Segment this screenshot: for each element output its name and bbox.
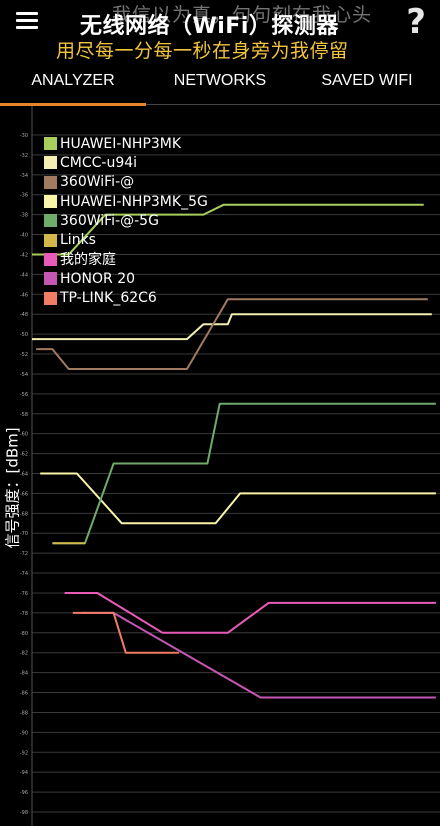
y-tick-label: -34 xyxy=(20,173,28,179)
legend-swatch xyxy=(44,156,57,170)
legend-item: CMCC-u94i xyxy=(44,153,264,172)
legend-item: HONOR 20 xyxy=(44,269,264,288)
legend-swatch xyxy=(44,175,57,189)
y-tick-label: -62 xyxy=(20,452,28,458)
y-tick-label: -58 xyxy=(20,412,28,418)
app-title: 无线网络（WiFi）探测器 xyxy=(80,14,339,39)
legend-label: 我的家庭 xyxy=(60,252,116,269)
series-line-7 xyxy=(81,611,436,699)
y-tick-label: -94 xyxy=(20,770,28,776)
y-tick-label: -84 xyxy=(20,671,28,677)
chart-legend: HUAWEI-NHP3MK CMCC-u94i 360WiFi-@ HUAWEI-NH… xyxy=(44,134,264,308)
tab-divider xyxy=(146,104,440,105)
legend-swatch xyxy=(44,195,57,209)
y-tick-label: -44 xyxy=(20,272,28,278)
y-tick-label: -46 xyxy=(20,292,28,298)
y-tick-label: -76 xyxy=(20,591,28,597)
y-tick-label: -64 xyxy=(20,472,28,478)
legend-label: 360WiFi-@-5G xyxy=(60,212,159,229)
legend-item: 我的家庭 xyxy=(44,250,264,269)
y-tick-label: -88 xyxy=(20,710,28,716)
legend-label: HONOR 20 xyxy=(60,270,136,287)
legend-label: CMCC-u94i xyxy=(60,154,138,171)
legend-swatch xyxy=(44,272,57,286)
y-tick-label: -68 xyxy=(20,511,28,517)
y-tick-label: -92 xyxy=(20,750,28,756)
y-tick-label: -86 xyxy=(20,691,28,697)
legend-item: 360WiFi-@ xyxy=(44,173,264,192)
y-tick-label: -80 xyxy=(20,631,28,637)
y-tick-label: -36 xyxy=(20,193,28,199)
y-tick-label: -40 xyxy=(20,233,28,239)
legend-item: TP-LINK_62C6 xyxy=(44,288,264,307)
y-tick-label: -70 xyxy=(20,531,28,537)
y-tick-label: -66 xyxy=(20,491,28,497)
question-icon[interactable]: ? xyxy=(406,2,426,42)
tab-networks[interactable]: NETWORKS xyxy=(173,72,267,89)
series-line-0 xyxy=(32,203,424,256)
legend-label: HUAWEI-NHP3MK_5G xyxy=(60,193,208,210)
y-tick-label: -60 xyxy=(20,432,28,438)
hamburger-icon[interactable] xyxy=(16,12,38,30)
y-tick-label: -82 xyxy=(20,651,28,657)
y-tick-label: -38 xyxy=(20,213,28,219)
y-tick-label: -78 xyxy=(20,611,28,617)
series-line-3 xyxy=(40,472,436,525)
y-tick-label: -32 xyxy=(20,153,28,159)
legend-swatch xyxy=(44,214,57,228)
y-tick-label: -72 xyxy=(20,551,28,557)
signal-chart: -30 -32 -34 -36 -38 -40 -42 -44 -46 -48 -50 -52 -54 -… xyxy=(0,106,440,826)
active-tab-indicator xyxy=(0,103,146,106)
y-tick-label: -96 xyxy=(20,790,28,796)
series-line-2 xyxy=(36,298,428,370)
legend-swatch xyxy=(44,233,57,247)
y-tick-label: -74 xyxy=(20,571,28,577)
tab-bar: ANALYZER NETWORKS SAVED WIFI xyxy=(0,66,440,106)
y-tick-label: -98 xyxy=(20,810,28,816)
y-axis-title: 信号强度：[dBm] xyxy=(3,427,22,549)
legend-item: Links xyxy=(44,230,264,249)
y-tick-label: -52 xyxy=(20,352,28,358)
y-tick-label: -50 xyxy=(20,332,28,338)
legend-swatch xyxy=(44,291,57,305)
legend-item: HUAWEI-NHP3MK_5G xyxy=(44,192,264,211)
signal-chart-svg: -30 -32 -34 -36 -38 -40 -42 -44 -46 -48 -50 -52 -54 -… xyxy=(20,106,440,826)
legend-item: HUAWEI-NHP3MK xyxy=(44,134,264,153)
y-tick-label: -56 xyxy=(20,392,28,398)
series-line-6 xyxy=(64,592,436,634)
tab-saved-wifi[interactable]: SAVED WIFI xyxy=(321,72,413,89)
lyric-overlay-top: 我信以为真，句句刻在我心头 xyxy=(112,4,373,26)
y-tick-label: -48 xyxy=(20,312,28,318)
legend-label: HUAWEI-NHP3MK xyxy=(60,135,182,152)
legend-label: 360WiFi-@ xyxy=(60,174,135,191)
app-bar: 我信以为真，句句刻在我心头 无线网络（WiFi）探测器 用尽每一分每一秒在身旁为… xyxy=(0,0,440,66)
tab-analyzer[interactable]: ANALYZER xyxy=(31,72,115,89)
y-tick-label: -30 xyxy=(20,133,28,139)
series-line-1 xyxy=(32,313,432,341)
series-line-8 xyxy=(72,611,179,654)
y-tick-label: -42 xyxy=(20,252,28,258)
y-tick-label: -54 xyxy=(20,372,28,378)
lyric-overlay-yellow: 用尽每一分每一秒在身旁为我停留 xyxy=(56,40,349,62)
legend-swatch xyxy=(44,252,57,266)
legend-item: 360WiFi-@-5G xyxy=(44,211,264,230)
legend-label: TP-LINK_62C6 xyxy=(60,290,157,307)
legend-label: Links xyxy=(60,232,96,249)
y-tick-label: -90 xyxy=(20,730,28,736)
legend-swatch xyxy=(44,137,57,151)
